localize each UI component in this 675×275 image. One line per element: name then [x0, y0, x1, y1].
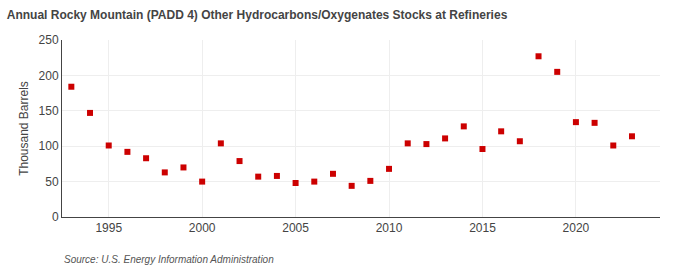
svg-text:150: 150: [39, 104, 59, 118]
svg-text:50: 50: [45, 175, 59, 189]
svg-text:250: 250: [39, 33, 59, 47]
svg-text:Source: U.S. Energy Informatio: Source: U.S. Energy Information Administ…: [64, 254, 274, 265]
svg-text:2020: 2020: [563, 221, 590, 235]
svg-text:1995: 1995: [95, 221, 122, 235]
svg-text:2000: 2000: [189, 221, 216, 235]
svg-text:100: 100: [39, 139, 59, 153]
svg-text:Annual Rocky Mountain (PADD 4): Annual Rocky Mountain (PADD 4) Other Hyd…: [7, 8, 508, 22]
svg-text:2010: 2010: [376, 221, 403, 235]
svg-text:2005: 2005: [282, 221, 309, 235]
svg-text:200: 200: [39, 69, 59, 83]
svg-text:2015: 2015: [469, 221, 496, 235]
svg-text:Thousand Barrels: Thousand Barrels: [17, 81, 31, 176]
svg-text:0: 0: [52, 210, 59, 224]
